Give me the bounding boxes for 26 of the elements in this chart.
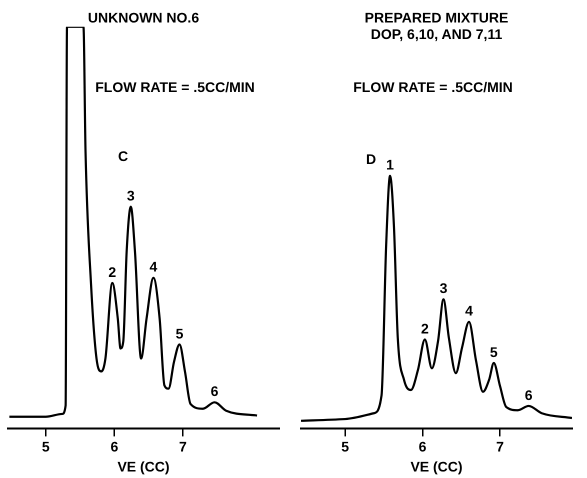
annotation: 5 [176,325,184,342]
annotation: 3 [126,188,135,204]
annotation: 1 [386,156,394,173]
text: D [366,150,376,167]
x-tick-label: 7 [496,438,504,455]
x-axis-title: VE (CC) [117,458,170,474]
annotation: 4 [150,258,158,275]
annotation: 6 [524,386,533,403]
x-tick-label: 7 [179,438,188,455]
annotation: 5 [490,344,498,360]
annotation: 2 [108,264,116,280]
annotation: 2 [420,320,429,336]
chart-subtitle: DOP, 6,10, AND 7,11 [370,26,502,42]
chart-title: UNKNOWN NO.6 [88,9,200,26]
annotation: C [118,148,128,164]
annotation: FLOW RATE = .5CC/MIN [95,78,255,95]
x-tick-label: 5 [341,438,350,455]
x-axis-title: VE (CC) [410,458,463,474]
annotation: 3 [440,280,448,296]
text: FLOW RATE = .5CC/MIN [353,78,513,95]
annotation: 4 [465,302,474,319]
x-tick-label: 6 [418,438,427,455]
x-tick-label: 6 [110,438,118,455]
x-tick-label: 5 [42,438,50,455]
chart-title: PREPARED MIXTURE [364,9,508,26]
annotation: 6 [210,383,219,400]
